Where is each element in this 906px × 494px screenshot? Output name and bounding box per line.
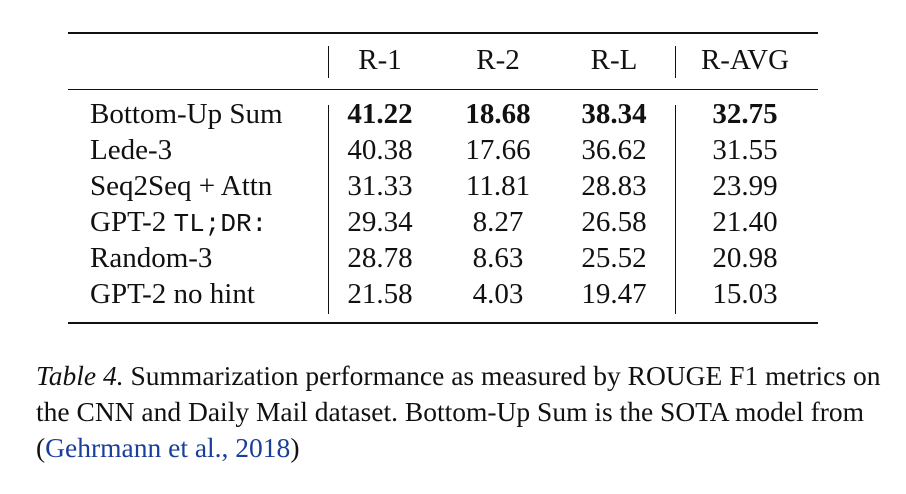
r1-value: 29.34 <box>347 206 413 238</box>
model-name-text: GPT-2 <box>90 206 167 238</box>
ravg-value: 32.75 <box>712 98 778 130</box>
caption-open-paren: ( <box>36 432 46 463</box>
column-divider <box>328 46 329 78</box>
model-name: GPT-2 TL;DR: <box>90 204 267 242</box>
caption-label: Table 4. <box>36 360 124 391</box>
ravg-value: 21.40 <box>712 206 778 238</box>
column-header-ravg: R-AVG <box>700 44 790 76</box>
caption-close-paren: ) <box>290 432 300 463</box>
r1-value: 31.33 <box>347 170 413 202</box>
r2-value: 4.03 <box>472 278 524 310</box>
model-name: Lede-3 <box>90 134 173 166</box>
r1-value: 28.78 <box>347 242 413 274</box>
rl-value: 38.34 <box>581 98 647 130</box>
table-top-rule <box>68 32 818 34</box>
r1-value: 40.38 <box>347 134 413 166</box>
column-header-rl: R-L <box>590 44 638 76</box>
column-header-r1: R-1 <box>358 44 402 76</box>
column-header-r2: R-2 <box>476 44 520 76</box>
citation-link[interactable]: Gehrmann et al., 2018 <box>45 432 291 463</box>
ravg-value: 23.99 <box>712 170 778 202</box>
rl-value: 19.47 <box>581 278 647 310</box>
r2-value: 8.27 <box>472 206 524 238</box>
model-name: Bottom-Up Sum <box>90 98 283 130</box>
ravg-value: 15.03 <box>712 278 778 310</box>
r1-value: 41.22 <box>347 98 413 130</box>
r2-value: 11.81 <box>465 170 531 202</box>
ravg-value: 20.98 <box>712 242 778 274</box>
model-name: Seq2Seq + Attn <box>90 170 273 202</box>
model-name: Random-3 <box>90 242 213 274</box>
column-divider <box>675 105 676 314</box>
r2-value: 8.63 <box>472 242 524 274</box>
caption-text: Summarization performance as measured by… <box>36 360 881 427</box>
model-name: GPT-2 no hint <box>90 278 255 310</box>
ravg-value: 31.55 <box>712 134 778 166</box>
rl-value: 28.83 <box>581 170 647 202</box>
table-caption: Table 4. Summarization performance as me… <box>36 358 886 466</box>
r2-value: 18.68 <box>465 98 531 130</box>
rl-value: 26.58 <box>581 206 647 238</box>
table-bottom-rule <box>68 322 818 324</box>
rl-value: 36.62 <box>581 134 647 166</box>
model-name-mono-suffix: TL;DR: <box>173 209 268 239</box>
column-divider <box>328 105 329 314</box>
r2-value: 17.66 <box>465 134 531 166</box>
rl-value: 25.52 <box>581 242 647 274</box>
r1-value: 21.58 <box>347 278 413 310</box>
table-header-rule <box>68 89 818 90</box>
column-divider <box>675 46 676 78</box>
